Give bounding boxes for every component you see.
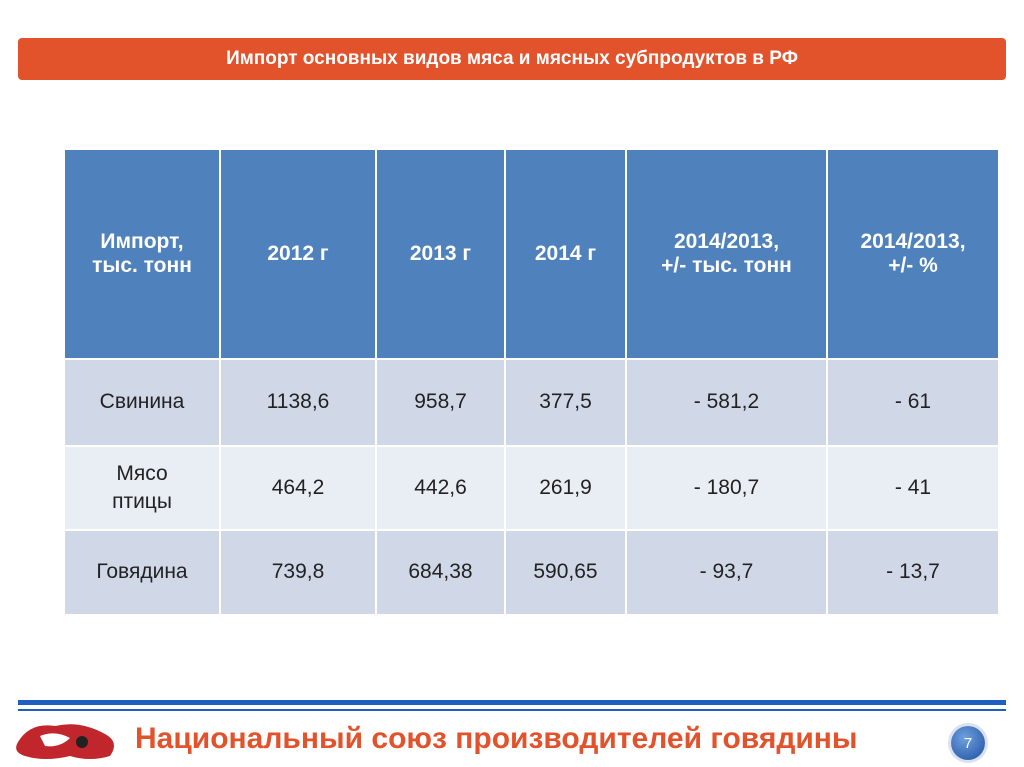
column-header: 2014 г: [504, 148, 627, 360]
table-cell: 261,9: [504, 445, 627, 531]
table-cell: - 93,7: [625, 529, 828, 616]
cell-line: +/- тыс. тонн: [661, 254, 792, 277]
row-label: Свинина: [63, 358, 221, 447]
cell-line: 2014/2013,: [673, 230, 780, 253]
column-header: 2012 г: [219, 148, 377, 360]
organization-name: Национальный союз производителей говядин…: [135, 722, 858, 755]
footer-rule: [18, 709, 1006, 711]
cell-line: 2013 г: [409, 242, 472, 265]
table-cell: - 41: [826, 445, 1000, 531]
column-header: Импорт, тыс. тонн: [63, 148, 221, 360]
cell-line: Мясо: [116, 461, 168, 485]
row-label: Говядина: [63, 529, 221, 616]
logo: [16, 724, 114, 759]
table-cell: 464,2: [219, 445, 377, 531]
table-cell: 684,38: [375, 529, 506, 616]
table-row: Свинина 1138,6 958,7 377,5- 581,2- 61: [63, 358, 1000, 447]
page-number: 7: [951, 726, 985, 760]
slide-title: Импорт основных видов мяса и мясных субп…: [18, 38, 1006, 80]
footer-rule: [18, 700, 1006, 705]
cell-line: Импорт,: [100, 230, 184, 253]
table-cell: 442,6: [375, 445, 506, 531]
cell-line: 2014 г: [534, 242, 597, 265]
cell-line: птицы: [112, 490, 172, 513]
table-cell: - 13,7: [826, 529, 1000, 616]
table-cell: - 180,7: [625, 445, 828, 531]
column-header: 2014/2013, +/- тыс. тонн: [625, 148, 828, 360]
table-cell: 958,7: [375, 358, 506, 447]
row-label: Мясо птицы: [63, 445, 221, 531]
cell-line: 2014/2013,: [860, 230, 966, 253]
table-cell: - 581,2: [625, 358, 828, 447]
cell-line: Свинина: [99, 390, 185, 414]
table-cell: 1138,6: [219, 358, 377, 447]
cell-line: тыс. тонн: [92, 254, 192, 277]
column-header: 2013 г: [375, 148, 506, 360]
import-table: Импорт, тыс. тонн 2012 г 2013 г 2014 г 2014/2…: [63, 148, 1000, 616]
table-cell: 739,8: [219, 529, 377, 616]
table-cell: 377,5: [504, 358, 627, 447]
table-cell: - 61: [826, 358, 1000, 447]
table-row: Говядина 739,8 684,38 590,65- 93,7- 13,7: [63, 529, 1000, 616]
cell-line: 2012 г: [267, 242, 329, 265]
table-row: Мясо птицы 464,2 442,6 261,9- 180,7- 41: [63, 445, 1000, 531]
cell-line: +/- %: [888, 254, 938, 277]
table-cell: 590,65: [504, 529, 627, 616]
cell-line: Говядина: [96, 560, 188, 584]
column-header: 2014/2013, +/- %: [826, 148, 1000, 360]
